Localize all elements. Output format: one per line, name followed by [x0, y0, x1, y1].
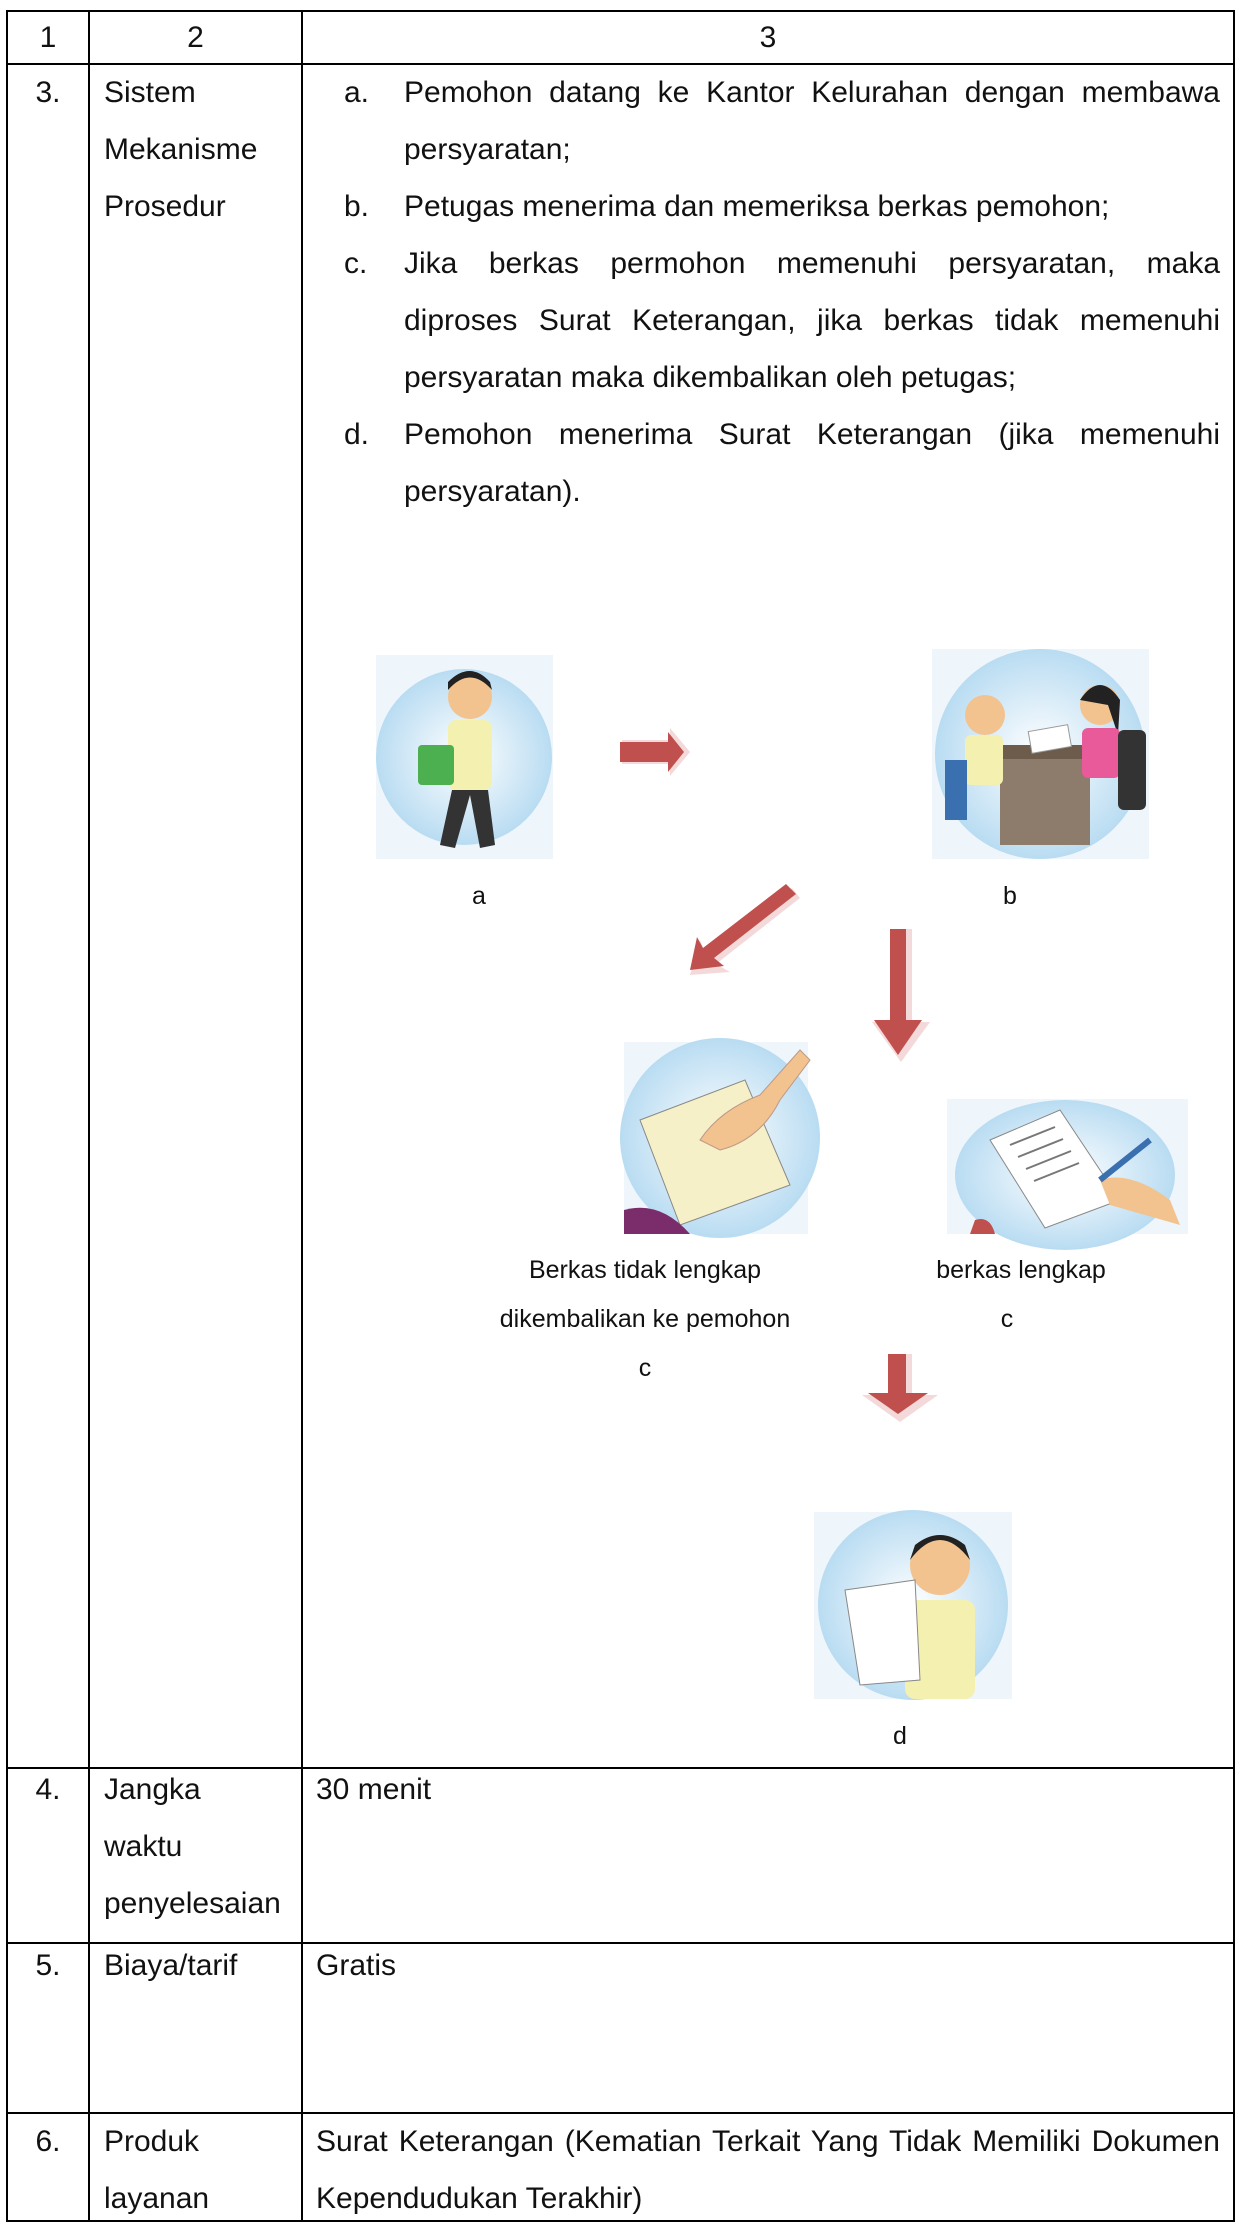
row-number: 6. [35, 2125, 61, 2158]
diagram-label: d [893, 1722, 907, 1750]
row-content: 30 menit [316, 1773, 432, 1806]
diagram-label: a [472, 882, 486, 910]
row-item: Jangka waktu penyelesaian [104, 1773, 281, 1920]
diagram-label: c [1000, 1305, 1014, 1333]
step-text: Petugas menerima dan memeriksa berkas pe… [404, 190, 1110, 223]
step-marker: d. [344, 418, 370, 451]
step-text: Jika berkas permohon memenuhi persyarata… [404, 247, 1220, 394]
row-content: Surat Keterangan (Kematian Terkait Yang … [316, 2125, 1220, 2215]
table-borders [6, 10, 1235, 2222]
illustration-officer [932, 649, 1149, 859]
header-cell: 3 [759, 21, 777, 54]
illustration-returned [620, 1038, 820, 1238]
row-number: 3. [35, 76, 61, 109]
header-cell: 2 [187, 21, 204, 54]
header-cell: 1 [39, 21, 57, 54]
step-marker: b. [344, 190, 370, 223]
row-number: 4. [35, 1773, 61, 1806]
step-text: Pemohon datang ke Kantor Kelurahan denga… [404, 76, 1220, 166]
row-content: Gratis [316, 1949, 397, 1982]
diagram-label: dikembalikan ke pemohon [499, 1305, 791, 1333]
illustration-result [814, 1510, 1012, 1700]
flow-arrows [620, 728, 938, 1422]
diagram-label: c [638, 1354, 652, 1382]
step-marker: a. [344, 76, 370, 109]
diagram-label: berkas lengkap [936, 1256, 1106, 1284]
row-item: Produk layanan [104, 2125, 210, 2215]
step-text: Pemohon menerima Surat Keterangan (jika … [404, 418, 1220, 508]
illustration-complete [947, 1099, 1188, 1250]
diagram-label: b [1003, 882, 1017, 910]
row-item: Biaya/tarif [104, 1949, 238, 1982]
step-marker: c. [344, 247, 368, 280]
diagram-label: Berkas tidak lengkap [528, 1256, 762, 1284]
row-number: 5. [35, 1949, 61, 1982]
illustration-applicant [376, 655, 553, 859]
row-item: Sistem Mekanisme Prosedur [104, 76, 258, 223]
